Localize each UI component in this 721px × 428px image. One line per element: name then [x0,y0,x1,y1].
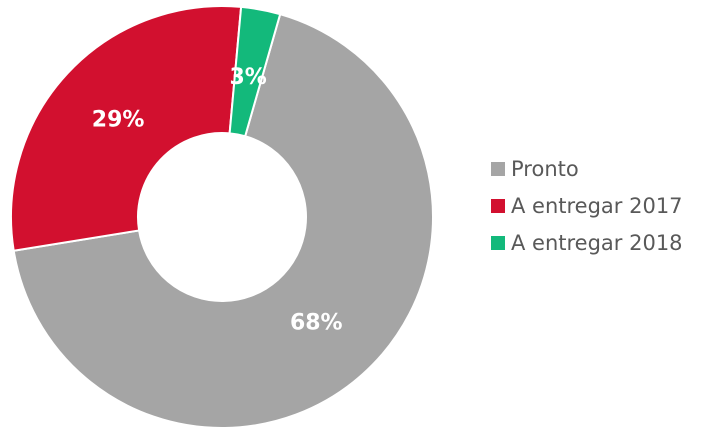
slice-a-entregar-2017 [10,5,243,252]
donut-slices [10,5,434,428]
slice-label-a-entregar-2017: 29% [92,108,145,133]
legend-item-a-entregar-2017: A entregar 2017 [491,193,683,219]
chart-legend: Pronto A entregar 2017 A entregar 2018 [491,156,683,267]
slice-label-a-entregar-2018: 3% [229,65,266,90]
legend-label-a-entregar-2018: A entregar 2018 [511,231,683,255]
legend-item-pronto: Pronto [491,156,683,182]
slice-label-pronto: 68% [290,311,343,336]
legend-swatch-a-entregar-2018 [491,236,505,250]
legend-swatch-pronto [491,162,505,176]
legend-label-pronto: Pronto [511,157,579,181]
slice-pronto [12,12,434,428]
legend-swatch-a-entregar-2017 [491,199,505,213]
legend-label-a-entregar-2017: A entregar 2017 [511,194,683,218]
slice-labels: 68% 29% 3% [92,65,343,336]
slice-a-entregar-2018 [228,5,282,138]
legend-item-a-entregar-2018: A entregar 2018 [491,230,683,256]
